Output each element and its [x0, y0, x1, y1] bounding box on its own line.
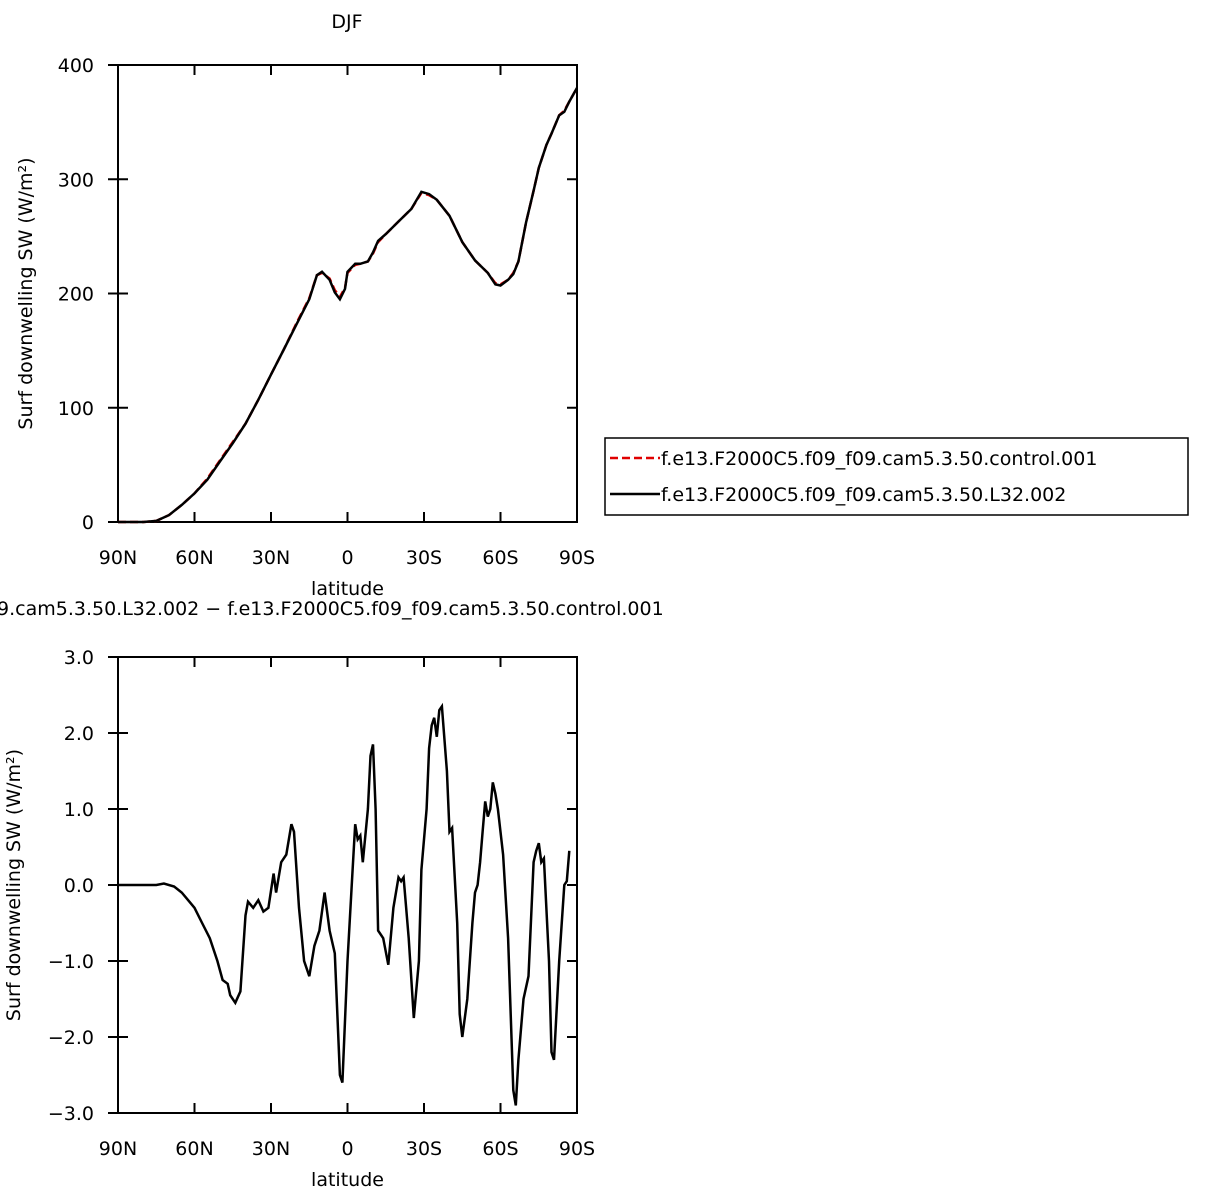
x-tick-label: 60N	[175, 1138, 213, 1160]
x-tick-label: 90N	[99, 547, 137, 569]
y-axis-label: Surf downwelling SW (W/m²)	[15, 157, 37, 429]
plot-frame	[117, 656, 578, 1114]
y-tick-label: 300	[58, 169, 94, 191]
x-tick-label: 60S	[482, 547, 518, 569]
y-tick-label: 0	[82, 512, 94, 534]
y-tick-label: 200	[58, 284, 94, 306]
y-axis-label: Surf downwelling SW (W/m²)	[3, 749, 25, 1021]
chart-title: 9.cam5.3.50.L32.002 − f.e13.F2000C5.f09_…	[0, 598, 664, 620]
y-tick-label: −3.0	[48, 1103, 94, 1125]
x-tick-label: 60S	[482, 1138, 518, 1160]
x-tick-label: 30N	[252, 1138, 290, 1160]
y-tick-label: 100	[58, 398, 94, 420]
x-tick-label: 0	[341, 547, 353, 569]
y-tick-label: 1.0	[64, 799, 94, 821]
x-tick-label: 90N	[99, 1138, 137, 1160]
x-tick-label: 30N	[252, 547, 290, 569]
x-tick-label: 30S	[406, 547, 442, 569]
y-tick-label: 2.0	[64, 723, 94, 745]
chart-title: DJF	[331, 11, 362, 33]
x-tick-label: 60N	[175, 547, 213, 569]
x-tick-label: 0	[341, 1138, 353, 1160]
y-tick-label: 400	[58, 55, 94, 77]
legend-box	[604, 437, 1189, 516]
y-tick-label: 0.0	[64, 875, 94, 897]
x-axis-label: latitude	[311, 1169, 384, 1191]
legend-label: f.e13.F2000C5.f09_f09.cam5.3.50.L32.002	[661, 484, 1066, 506]
plot-frame	[117, 64, 578, 523]
y-tick-label: −1.0	[48, 951, 94, 973]
data-line	[118, 702, 571, 1106]
data-line	[118, 87, 579, 524]
x-tick-label: 30S	[406, 1138, 442, 1160]
x-tick-label: 90S	[559, 547, 595, 569]
y-tick-label: 3.0	[64, 647, 94, 669]
data-line	[118, 87, 579, 524]
x-axis-label: latitude	[311, 578, 384, 600]
legend-label: f.e13.F2000C5.f09_f09.cam5.3.50.control.…	[661, 448, 1097, 470]
x-tick-label: 90S	[559, 1138, 595, 1160]
y-tick-label: −2.0	[48, 1027, 94, 1049]
